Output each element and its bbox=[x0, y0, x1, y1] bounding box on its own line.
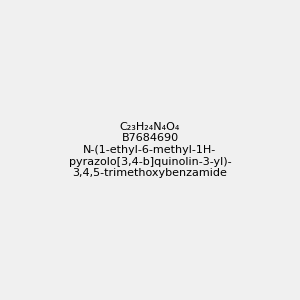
Text: C₂₃H₂₄N₄O₄
B7684690
N-(1-ethyl-6-methyl-1H-
pyrazolo[3,4-b]quinolin-3-yl)-
3,4,5: C₂₃H₂₄N₄O₄ B7684690 N-(1-ethyl-6-methyl-… bbox=[69, 122, 231, 178]
